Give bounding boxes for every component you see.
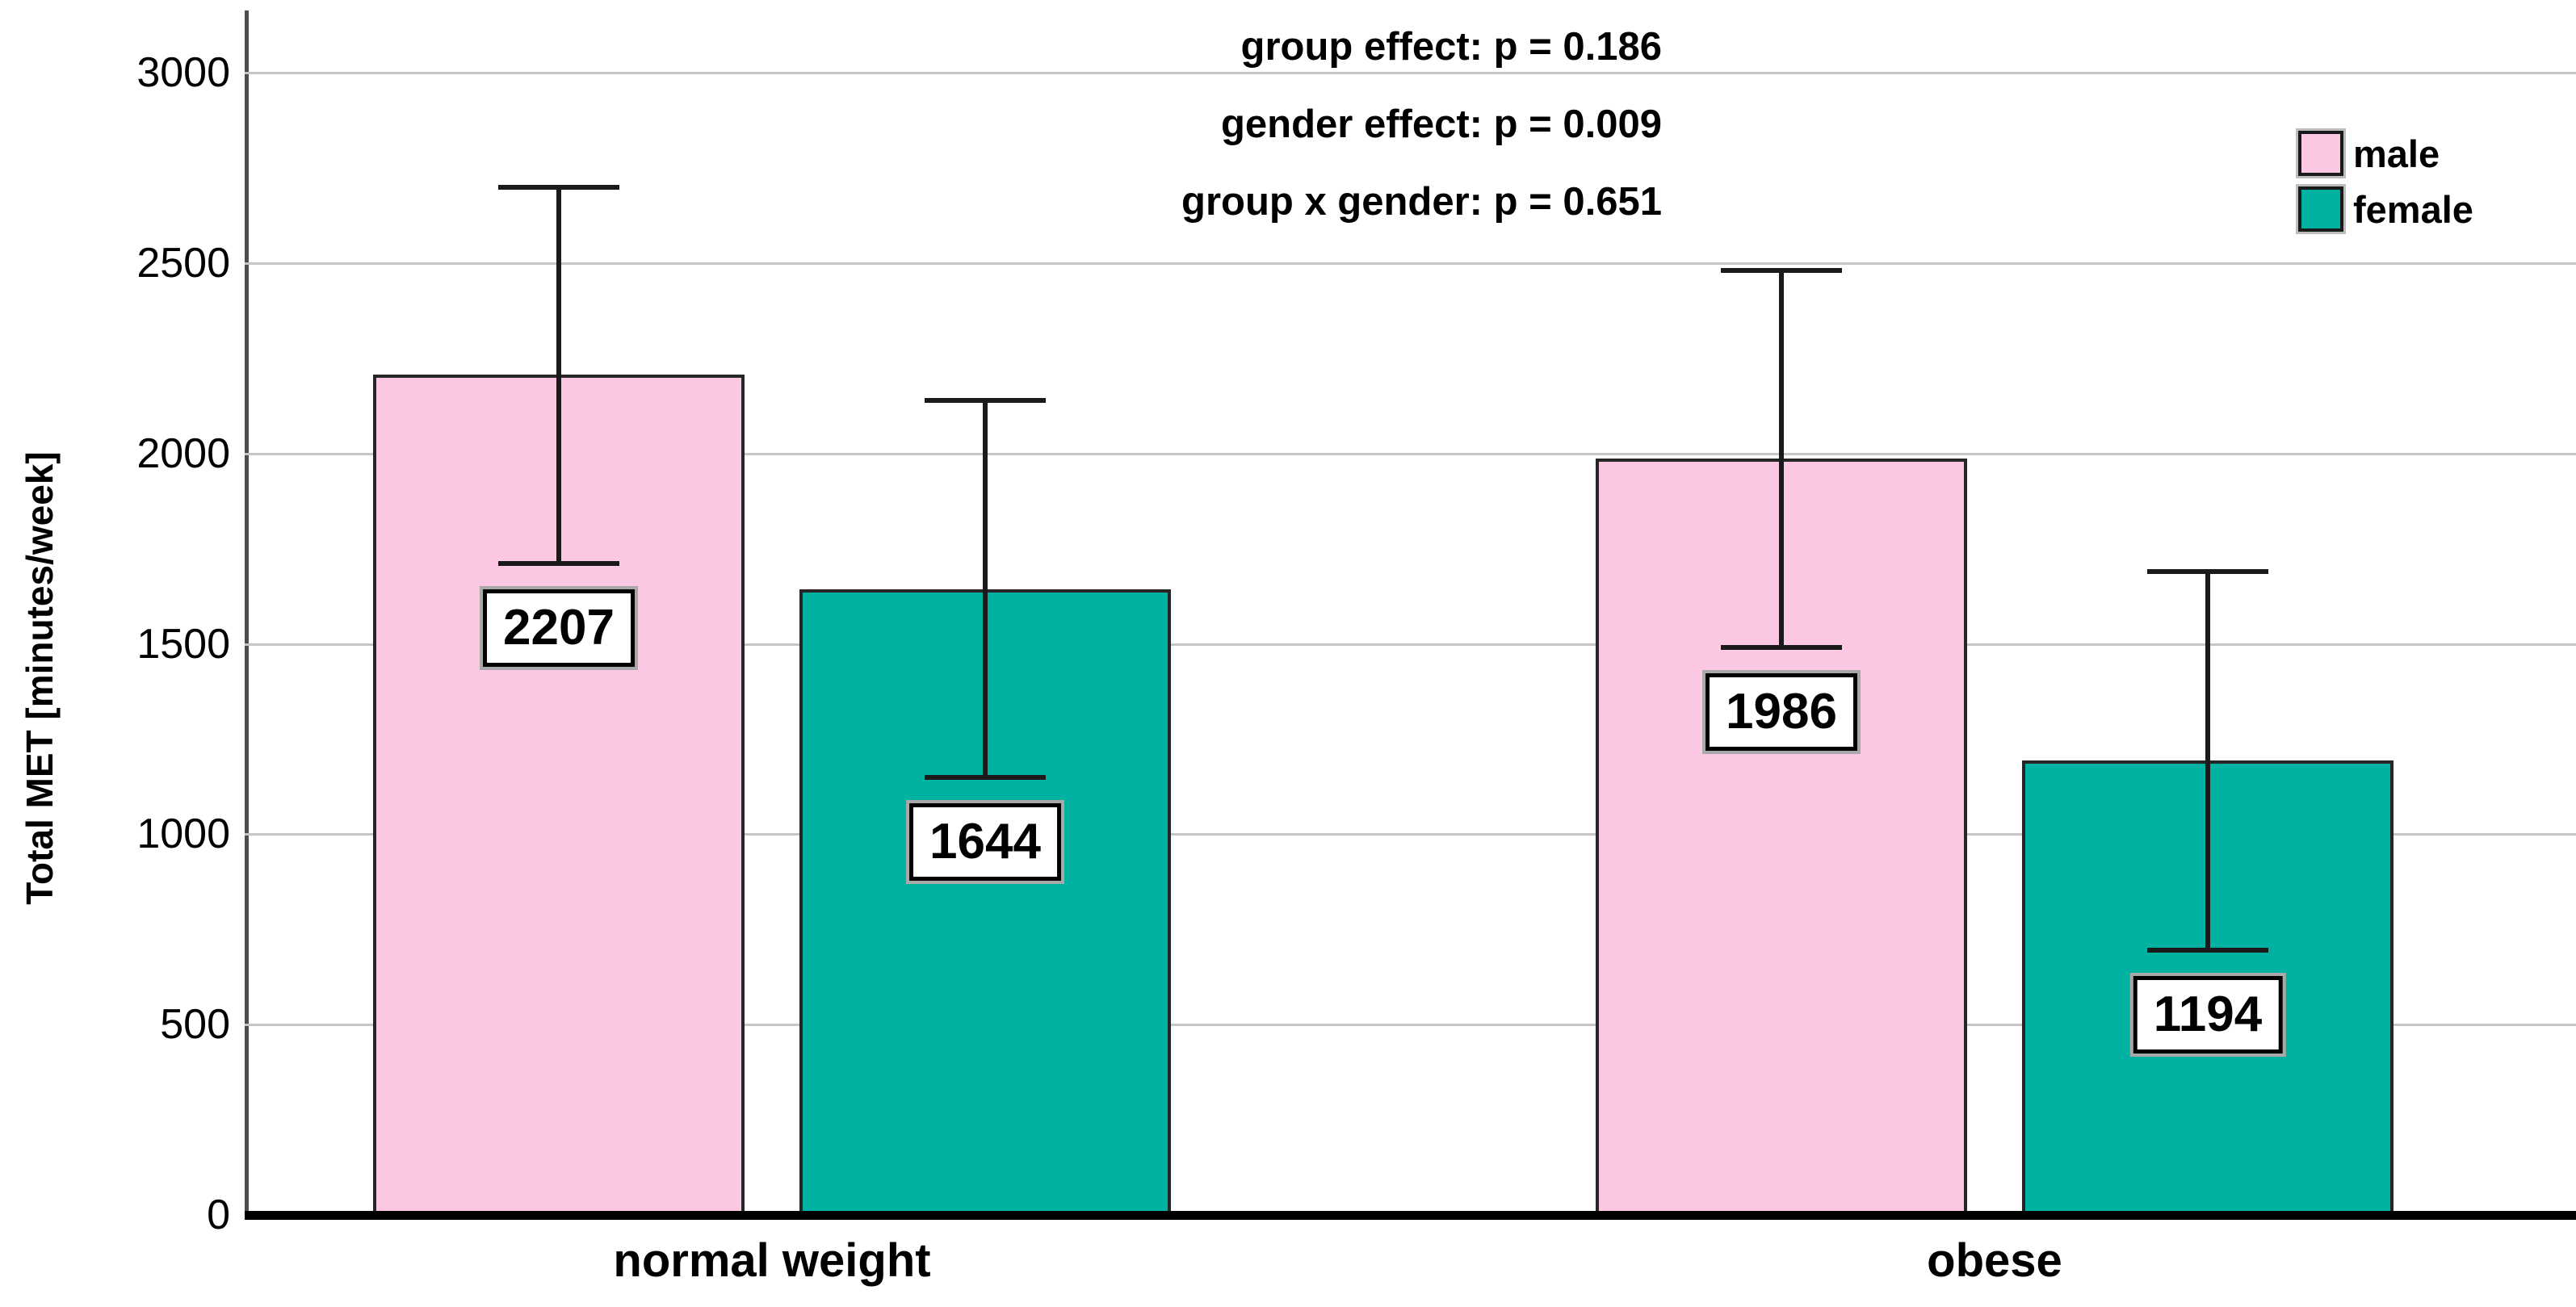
gridline-2000 bbox=[245, 453, 2576, 455]
y-tick-label-500: 500 bbox=[160, 1001, 230, 1048]
y-axis-line bbox=[245, 10, 249, 1219]
error-bar-male-normal-weight bbox=[556, 187, 561, 563]
gridline-500 bbox=[245, 1024, 2576, 1026]
legend-item-female: female bbox=[2298, 186, 2473, 232]
error-cap-top-female-normal-weight bbox=[925, 398, 1046, 403]
error-cap-bottom-male-obese bbox=[1721, 645, 1842, 650]
error-bar-female-obese bbox=[2205, 572, 2210, 950]
error-cap-bottom-female-obese bbox=[2147, 948, 2268, 953]
legend-item-male: male bbox=[2298, 131, 2473, 176]
value-label-female-normal-weight: 1644 bbox=[909, 803, 1061, 881]
x-axis-line bbox=[245, 1211, 2576, 1220]
error-cap-top-female-obese bbox=[2147, 569, 2268, 574]
gridline-2500 bbox=[245, 262, 2576, 265]
category-label-normal-weight: normal weight bbox=[613, 1234, 931, 1287]
annotation-line-3: group x gender: p = 0.651 bbox=[1181, 180, 1662, 224]
y-tick-label-1000: 1000 bbox=[136, 811, 230, 857]
error-cap-bottom-female-normal-weight bbox=[925, 775, 1046, 780]
y-tick-label-3000: 3000 bbox=[136, 49, 230, 96]
category-label-obese: obese bbox=[1927, 1234, 2062, 1287]
value-label-male-normal-weight: 2207 bbox=[483, 589, 635, 667]
male-swatch-icon bbox=[2298, 131, 2343, 176]
y-tick-label-2500: 2500 bbox=[136, 240, 230, 287]
legend: male female bbox=[2298, 131, 2473, 242]
error-cap-top-male-obese bbox=[1721, 268, 1842, 273]
female-swatch-icon bbox=[2298, 186, 2343, 232]
gridline-1500 bbox=[245, 643, 2576, 646]
legend-label-female: female bbox=[2353, 187, 2473, 231]
annotation-block: group effect: p = 0.186 gender effect: p … bbox=[1181, 8, 1662, 241]
error-cap-bottom-male-normal-weight bbox=[498, 561, 619, 566]
annotation-line-1: group effect: p = 0.186 bbox=[1240, 25, 1662, 69]
gridline-1000 bbox=[245, 833, 2576, 836]
value-label-male-obese: 1986 bbox=[1705, 673, 1857, 751]
value-label-female-obese: 1194 bbox=[2133, 976, 2283, 1054]
annotation-line-2: gender effect: p = 0.009 bbox=[1220, 103, 1662, 146]
gridline-3000 bbox=[245, 72, 2576, 74]
y-tick-label-2000: 2000 bbox=[136, 430, 230, 477]
error-cap-top-male-normal-weight bbox=[498, 185, 619, 190]
legend-label-male: male bbox=[2353, 132, 2440, 175]
y-tick-label-0: 0 bbox=[207, 1192, 230, 1238]
error-bar-female-normal-weight bbox=[983, 400, 988, 777]
y-tick-label-1500: 1500 bbox=[136, 621, 230, 668]
error-bar-male-obese bbox=[1779, 270, 1784, 647]
